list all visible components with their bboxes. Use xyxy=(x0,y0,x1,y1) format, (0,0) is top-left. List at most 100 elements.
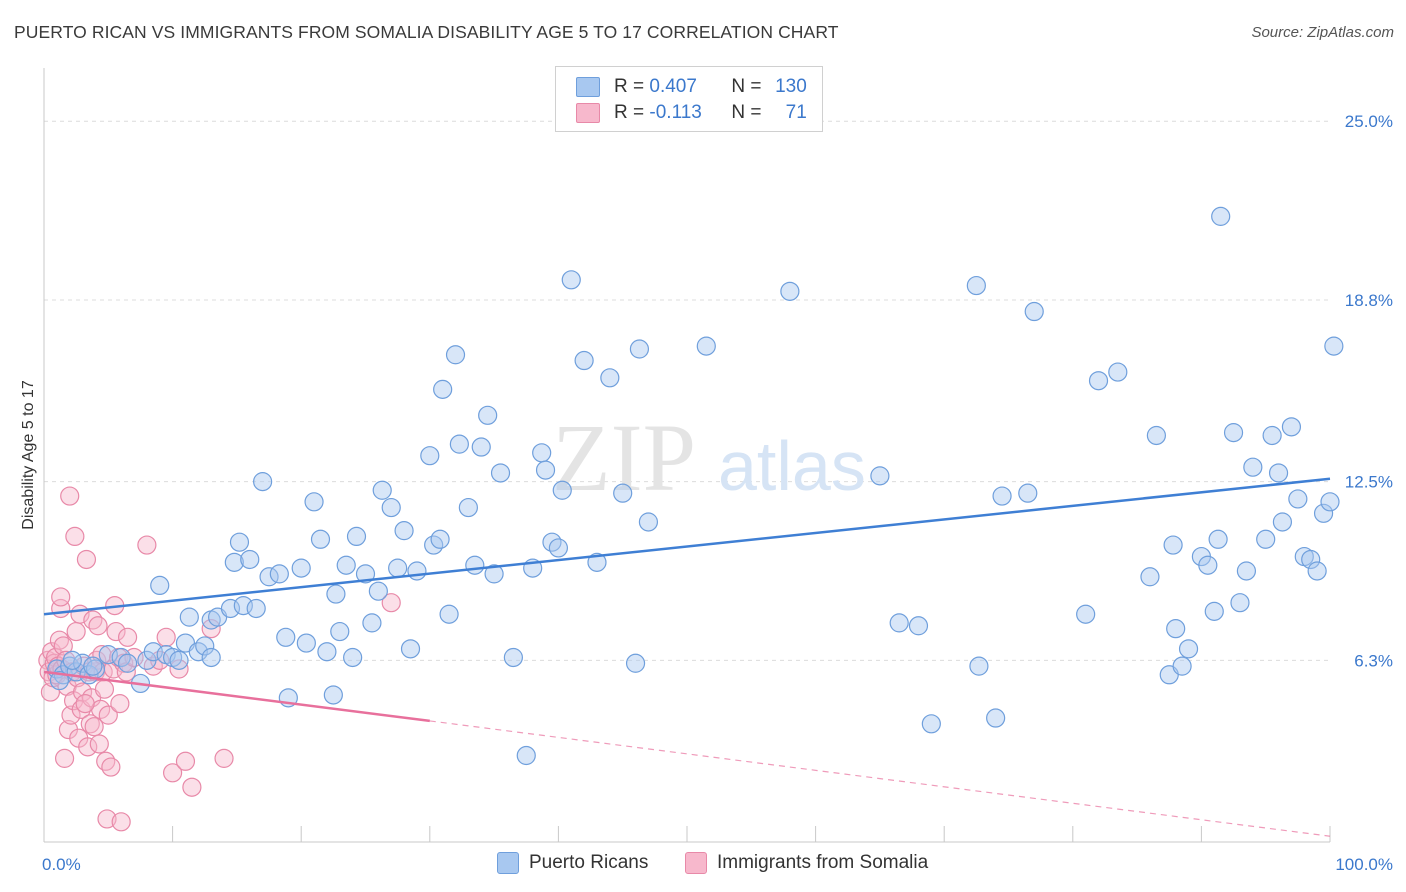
bottom-legend-swatch-blue xyxy=(497,852,519,874)
puerto-rican-point xyxy=(355,564,376,584)
puerto-rican-point xyxy=(1223,423,1244,443)
puerto-rican-point xyxy=(150,575,170,596)
puerto-rican-point xyxy=(1076,604,1096,624)
series-puerto-rican-points xyxy=(47,206,1344,766)
puerto-rican-point xyxy=(343,647,363,668)
puerto-rican-point xyxy=(323,685,343,705)
puerto-rican-point xyxy=(195,636,215,656)
somalia-point xyxy=(75,694,95,714)
puerto-rican-point xyxy=(1024,301,1044,322)
puerto-rican-point xyxy=(439,604,459,624)
puerto-rican-point xyxy=(1198,555,1218,575)
grid-lines xyxy=(44,120,1330,661)
somalia-point xyxy=(156,627,176,647)
puerto-rican-point xyxy=(908,616,929,636)
puerto-rican-point xyxy=(484,564,504,584)
puerto-rican-point xyxy=(516,745,536,766)
somalia-point xyxy=(53,636,73,656)
somalia-point xyxy=(98,705,118,725)
puerto-rican-point xyxy=(1018,483,1038,503)
puerto-rican-point xyxy=(246,598,266,619)
somalia-point xyxy=(137,535,157,555)
puerto-rican-point xyxy=(969,656,989,676)
puerto-rican-point xyxy=(465,555,485,575)
puerto-rican-point xyxy=(625,653,646,673)
somalia-point xyxy=(175,751,196,771)
puerto-rican-point xyxy=(296,633,316,653)
bottom-legend-label: Immigrants from Somalia xyxy=(717,852,929,873)
axes xyxy=(43,68,1331,843)
somalia-point xyxy=(106,621,126,642)
puerto-rican-point xyxy=(269,564,289,584)
y-tick-label: 6.3% xyxy=(1354,651,1393,670)
puerto-rican-point xyxy=(613,483,633,503)
puerto-rican-point xyxy=(62,650,82,670)
somalia-point xyxy=(97,809,117,829)
puerto-rican-point xyxy=(310,529,331,549)
puerto-rican-point xyxy=(224,552,244,572)
chart-title: PUERTO RICAN VS IMMIGRANTS FROM SOMALIA … xyxy=(14,22,839,42)
puerto-rican-point xyxy=(638,512,659,532)
puerto-rican-point xyxy=(388,558,408,578)
watermark-zip: ZIP xyxy=(552,404,696,511)
puerto-rican-point xyxy=(535,460,556,480)
legend-n-value: 71 xyxy=(785,102,807,123)
puerto-rican-point xyxy=(362,613,382,633)
puerto-rican-point xyxy=(889,613,909,633)
puerto-rican-point xyxy=(304,492,324,512)
somalia-point xyxy=(66,621,86,642)
somalia-point xyxy=(78,737,98,757)
legend-row-puerto-rican: R = 0.407 N = 130 xyxy=(576,75,807,99)
puerto-rican-point xyxy=(1262,425,1282,446)
puerto-rican-point xyxy=(336,555,356,575)
somalia-point xyxy=(381,593,401,613)
puerto-rican-point xyxy=(1204,601,1224,621)
puerto-rican-point xyxy=(921,714,941,734)
puerto-rican-point xyxy=(548,538,569,558)
puerto-rican-point xyxy=(117,653,138,673)
puerto-rican-point xyxy=(1146,425,1166,446)
puerto-rican-point xyxy=(1313,503,1334,523)
puerto-rican-point xyxy=(407,561,427,581)
legend-n-label: N = xyxy=(731,102,762,123)
x-tick-label: 100.0% xyxy=(1335,855,1393,874)
puerto-rican-point xyxy=(276,627,296,647)
somalia-point xyxy=(61,705,81,725)
legend-box: R = 0.407 N = 130 R = -0.113 N = 71 xyxy=(555,66,823,132)
legend-n-label: N = xyxy=(731,76,762,97)
somalia-point xyxy=(76,549,97,570)
puerto-rican-point xyxy=(346,526,367,547)
somalia-point xyxy=(84,717,104,737)
puerto-rican-point xyxy=(629,339,650,359)
legend-r-label: R = xyxy=(614,76,645,97)
legend-swatch-blue xyxy=(576,77,600,97)
puerto-rican-point xyxy=(532,443,552,463)
puerto-rican-point xyxy=(420,446,440,466)
y-tick-label: 12.5% xyxy=(1345,473,1393,492)
puerto-rican-point xyxy=(552,480,572,500)
puerto-rican-point xyxy=(1140,567,1160,587)
puerto-rican-point xyxy=(253,472,273,492)
puerto-rican-point xyxy=(201,647,221,668)
puerto-rican-point xyxy=(317,642,337,662)
puerto-rican-point xyxy=(1324,336,1344,356)
somalia-trend-line xyxy=(43,670,430,723)
puerto-rican-point xyxy=(229,532,250,552)
puerto-rican-trend-line xyxy=(43,477,1331,616)
somalia-point xyxy=(88,616,108,636)
puerto-rican-point xyxy=(381,497,401,518)
puerto-rican-point xyxy=(561,270,581,290)
puerto-rican-point xyxy=(458,497,478,518)
puerto-rican-point xyxy=(471,437,491,457)
legend-n-value: 130 xyxy=(775,76,807,97)
somalia-trend-extension xyxy=(429,720,1331,837)
puerto-rican-point xyxy=(430,529,450,549)
puerto-rican-point xyxy=(1166,619,1186,639)
puerto-rican-point xyxy=(574,350,594,371)
somalia-point xyxy=(54,748,75,768)
somalia-point xyxy=(110,694,130,714)
puerto-rican-point xyxy=(1307,561,1327,581)
puerto-rican-point xyxy=(600,368,620,388)
puerto-rican-point xyxy=(291,558,311,578)
puerto-rican-point xyxy=(400,639,421,659)
